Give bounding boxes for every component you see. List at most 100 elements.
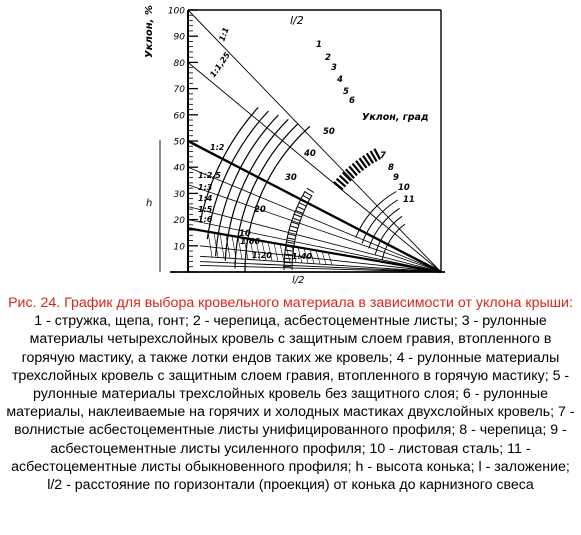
material-number-label: 6 bbox=[349, 96, 355, 106]
percent-tick-label: 50 bbox=[174, 138, 186, 148]
material-number-label: 3 bbox=[331, 63, 337, 73]
degree-arc-hatch bbox=[300, 198, 309, 204]
slope-line bbox=[187, 166, 442, 273]
base-label: l/2 bbox=[292, 275, 305, 286]
degree-arc-hatch bbox=[333, 181, 344, 191]
percent-tick-label: 80 bbox=[174, 59, 186, 69]
half-span-label: l/2 bbox=[290, 14, 304, 27]
material-number-label: 10 bbox=[398, 183, 410, 193]
slope-line-main bbox=[187, 139, 442, 274]
material-arc bbox=[368, 207, 400, 249]
zone-hatch bbox=[273, 243, 279, 262]
degree-arc-hatch bbox=[283, 257, 292, 260]
slope-ratio-label: 1:3 bbox=[198, 183, 213, 192]
material-number-label: 7 bbox=[380, 151, 386, 161]
percent-tick-label: 100 bbox=[168, 7, 185, 17]
degree-scale-label: Уклон, град bbox=[362, 112, 429, 123]
zone-hatch bbox=[315, 250, 321, 264]
degree-arc-hatch bbox=[358, 157, 368, 169]
degree-arc-hatch bbox=[293, 213, 302, 218]
degree-arc-hatch bbox=[288, 229, 297, 233]
zone-hatch bbox=[243, 237, 249, 260]
slope-ratio-label: 1:6 bbox=[198, 215, 213, 224]
material-number-label: 5 bbox=[343, 87, 349, 97]
material-arc bbox=[215, 114, 279, 257]
caption-title: Рис. 24. График для выбора кровельного м… bbox=[8, 295, 573, 311]
slope-line bbox=[187, 206, 442, 273]
degree-arc-hatch bbox=[338, 174, 350, 185]
zone-hatch bbox=[237, 236, 243, 259]
material-arc bbox=[206, 110, 269, 240]
material-number-label: 11 bbox=[403, 195, 415, 205]
zone-hatch bbox=[291, 246, 297, 263]
degree-arc-hatch bbox=[287, 233, 296, 237]
slope-line bbox=[187, 62, 442, 273]
zone-hatch bbox=[231, 235, 237, 259]
degree-arc-hatch bbox=[348, 165, 358, 177]
degree-label: 50 bbox=[323, 127, 335, 137]
degree-arc-hatch bbox=[285, 241, 294, 244]
degree-arc-hatch bbox=[345, 168, 355, 179]
slope-ratio-label: 1:2,5 bbox=[198, 171, 221, 180]
zone-hatch bbox=[279, 244, 285, 262]
zone-hatch bbox=[303, 248, 309, 264]
material-arc bbox=[244, 125, 311, 273]
roof-slope-diagram: Уклон, % Уклон, град h l/2 l/2 10 20 30 40 5… bbox=[144, 5, 445, 286]
degree-arc-hatch bbox=[369, 150, 378, 162]
zone-hatch bbox=[309, 249, 315, 264]
degree-label: 30 bbox=[285, 173, 297, 183]
material-number-label: 4 bbox=[336, 75, 343, 85]
degree-arc-hatch bbox=[351, 162, 361, 174]
slope-ratio-label: 1:20 bbox=[252, 251, 272, 260]
slope-ratio-label: 1:2 bbox=[210, 143, 225, 152]
degree-arc-hatch bbox=[291, 221, 299, 225]
slope-line bbox=[187, 9, 442, 273]
percent-scale-label: Уклон, % bbox=[144, 5, 155, 58]
degree-arc-hatch bbox=[286, 237, 295, 240]
slope-ratio-label: 1:40 bbox=[292, 252, 312, 261]
caption-body: 1 - стружка, щепа, гонт; 2 - черепица, а… bbox=[6, 313, 575, 494]
degree-arc-hatch bbox=[341, 171, 352, 182]
degree-arc-hatch bbox=[335, 177, 347, 188]
material-number-label: 9 bbox=[393, 173, 399, 183]
degree-label: 10 bbox=[239, 229, 251, 239]
degree-arc-hatch bbox=[292, 217, 301, 222]
degree-arc-hatch bbox=[362, 155, 371, 167]
slope-ratio-label: 1:1,25 bbox=[208, 50, 232, 79]
height-label: h bbox=[146, 198, 152, 209]
slope-line-main bbox=[187, 227, 442, 274]
slope-line bbox=[199, 265, 442, 273]
zone-hatch bbox=[255, 239, 261, 260]
percent-tick-label: 30 bbox=[174, 190, 186, 200]
material-arc bbox=[199, 106, 259, 222]
percent-tick-label: 60 bbox=[174, 111, 186, 121]
zone-hatch bbox=[327, 252, 333, 265]
material-number-label: 1 bbox=[316, 40, 322, 50]
material-arc bbox=[234, 123, 299, 269]
slope-line bbox=[199, 255, 442, 273]
material-number-label: 8 bbox=[388, 163, 394, 173]
degree-label: 40 bbox=[303, 149, 316, 159]
material-arc bbox=[361, 199, 398, 244]
percent-tick-label: 40 bbox=[174, 164, 186, 174]
figure-caption: Рис. 24. График для выбора кровельного м… bbox=[6, 294, 575, 494]
material-arc bbox=[355, 191, 397, 238]
zone-hatch bbox=[207, 231, 213, 257]
percent-tick-label: 10 bbox=[174, 242, 186, 252]
degree-arc-band bbox=[283, 190, 313, 271]
slope-ratio-label: 1:5 bbox=[198, 205, 213, 214]
zone-hatch bbox=[297, 247, 303, 263]
material-number-label: 2 bbox=[325, 53, 331, 63]
slope-line bbox=[199, 261, 442, 273]
degree-label: 20 bbox=[254, 205, 266, 215]
degree-arc-hatch bbox=[373, 148, 382, 160]
slope-ratio-label: 1:4 bbox=[198, 194, 213, 203]
slope-line bbox=[187, 219, 442, 273]
percent-tick-label: 90 bbox=[174, 33, 186, 43]
degree-arc-hatch bbox=[284, 249, 293, 252]
zone-hatch bbox=[225, 234, 231, 259]
zone-hatch bbox=[285, 245, 291, 262]
material-arc bbox=[381, 223, 406, 260]
degree-arc-hatch bbox=[355, 160, 365, 171]
degree-arc-hatch bbox=[289, 225, 298, 229]
